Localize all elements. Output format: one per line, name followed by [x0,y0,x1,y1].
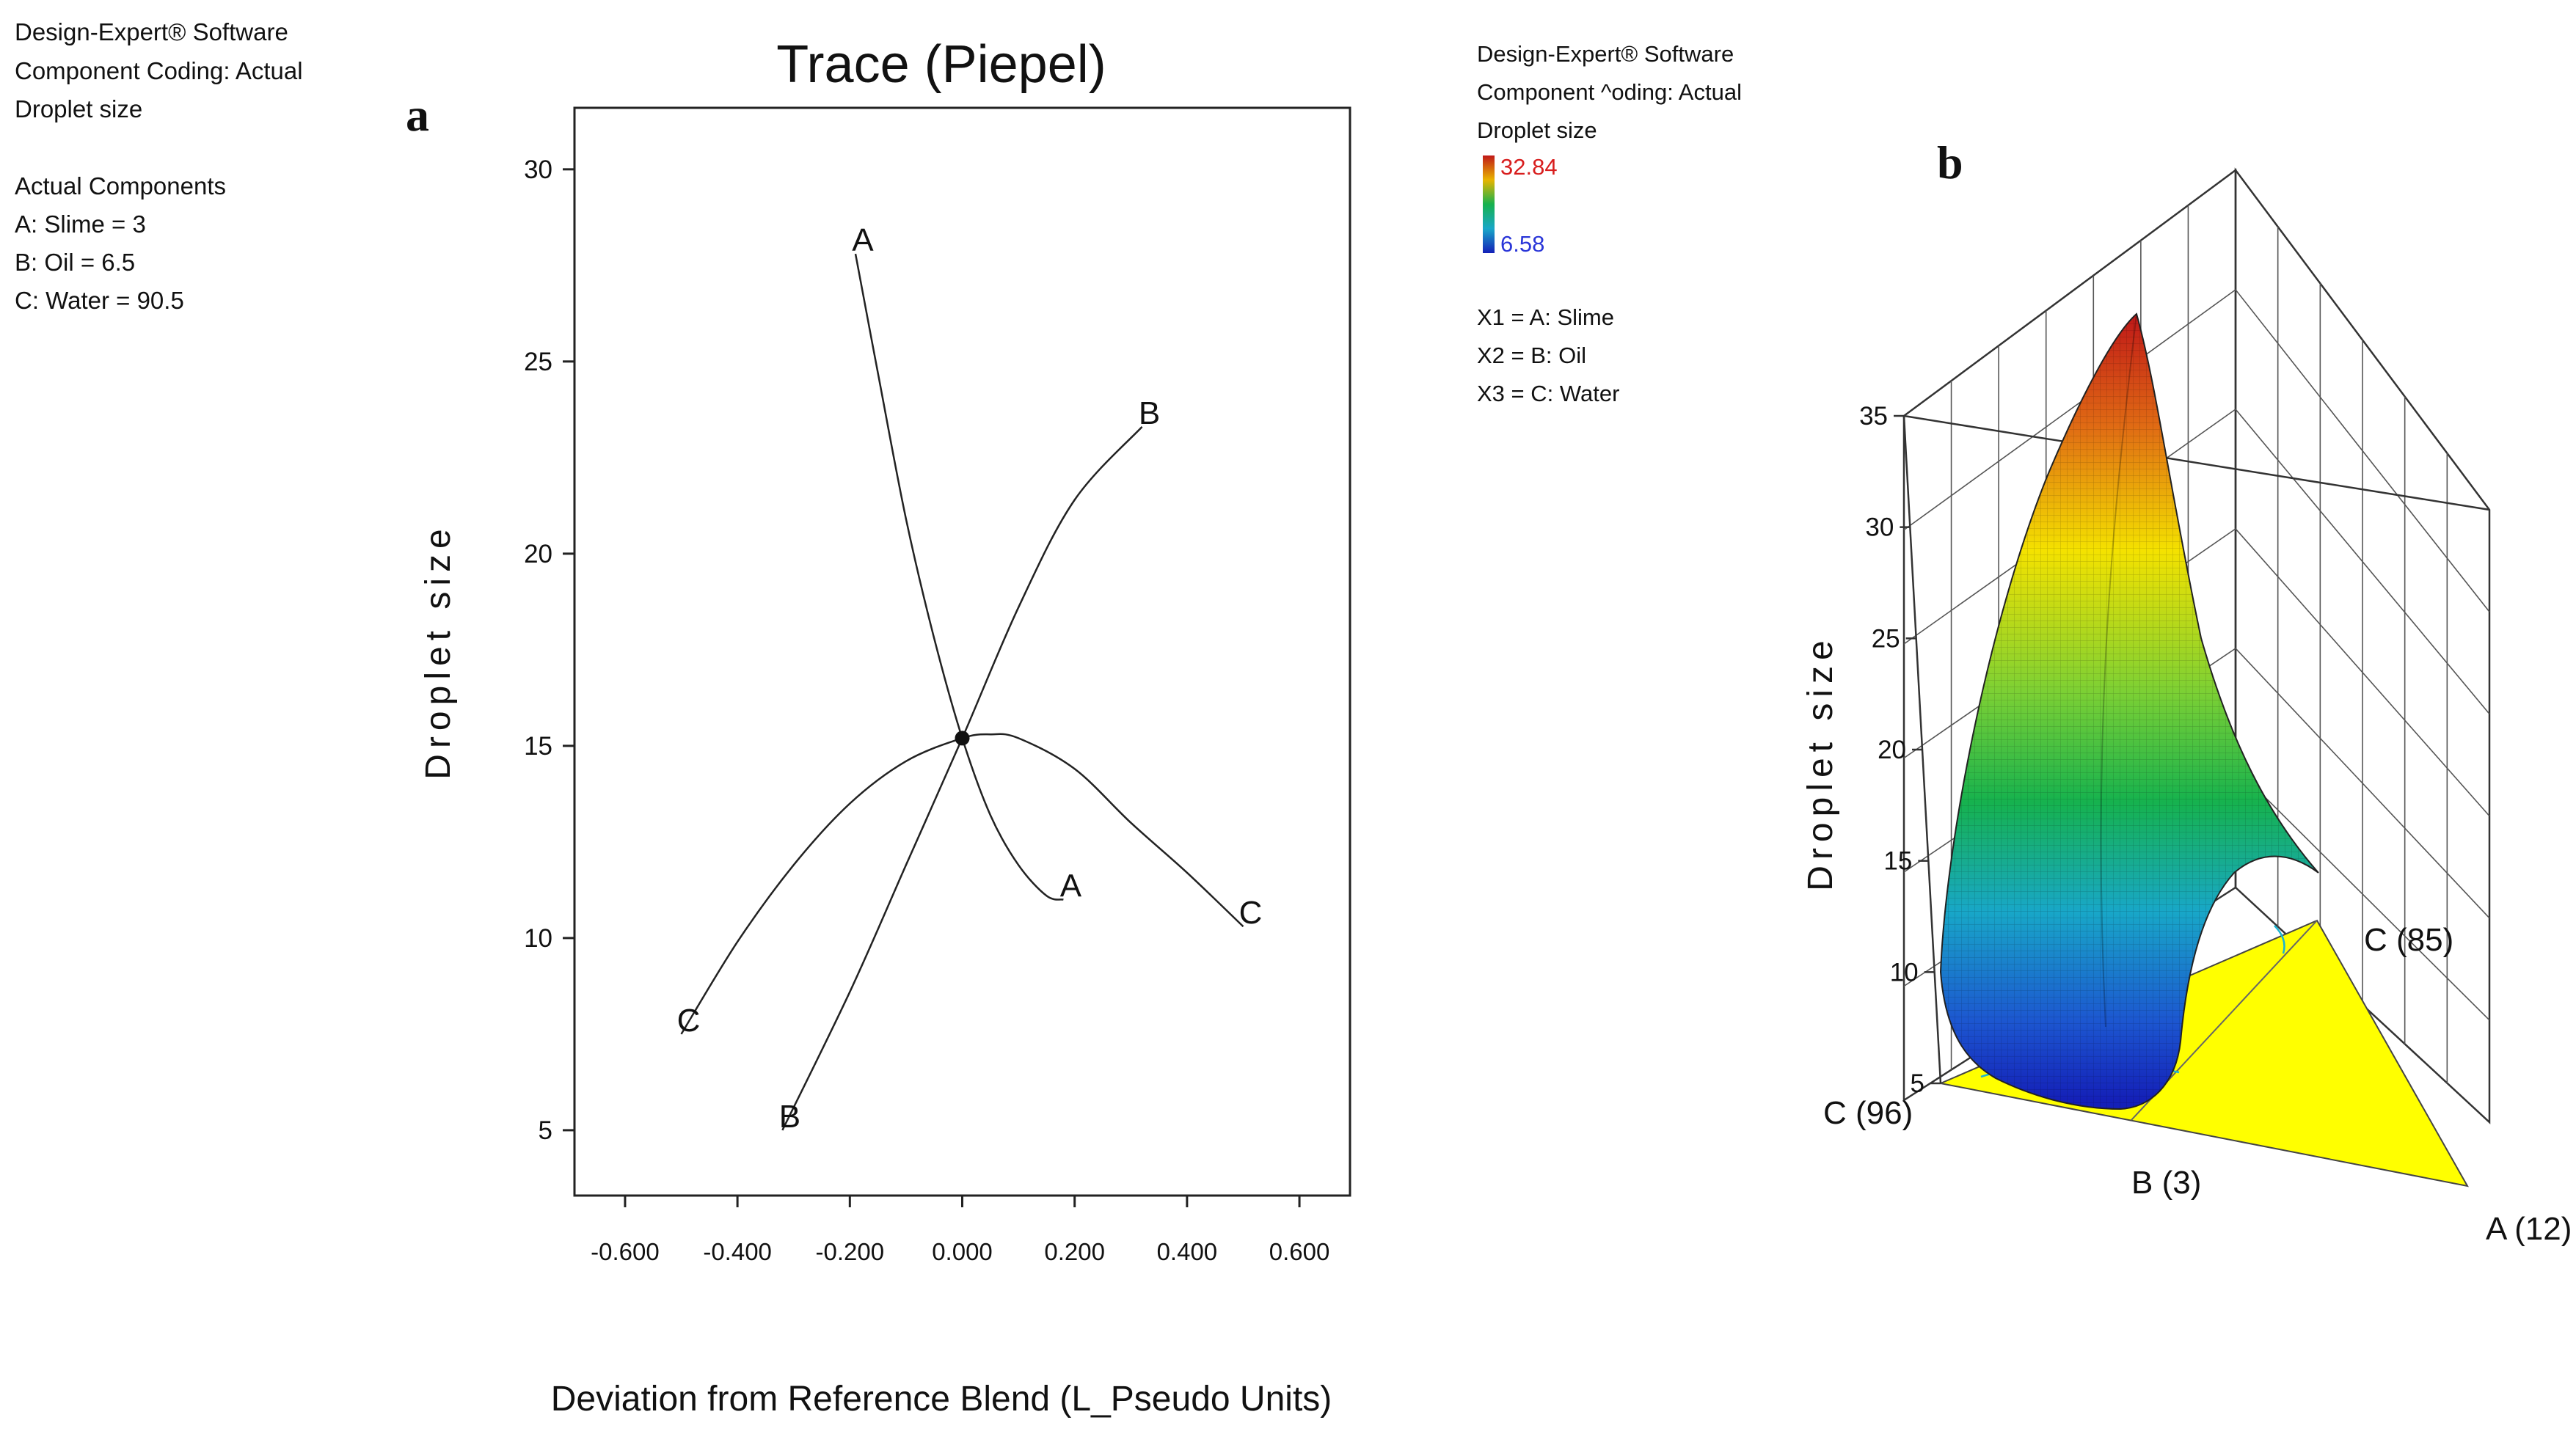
panel-label-a: a [406,89,429,141]
trace-label-a-end: A [1060,868,1082,904]
trace-label-c-end: C [1239,895,1263,931]
colorbar-min-label: 6.58 [1500,231,1544,257]
info-response: Droplet size [15,95,142,122]
wall-grid-horizontal [2235,289,2490,612]
trace-lines: A A B B C C [677,222,1263,1135]
info-components-heading: Actual Components [15,172,226,200]
wall-grid-horizontal [2235,648,2490,919]
chart-title: Trace (Piepel) [776,35,1106,94]
x-tick-label: 0.600 [1269,1238,1330,1265]
trace-line-a [854,253,1064,901]
z-tick-label: 5 [1911,1069,1924,1098]
info-component-a: A: Slime = 3 [15,211,146,238]
edge-label-b3: B (3) [2131,1165,2201,1201]
vertex-label-c85: C (85) [2364,922,2453,958]
wall-grid-horizontal [2235,409,2490,714]
surface-ridge-line [2100,313,2137,1028]
floor-contour-2 [2274,925,2285,954]
panel-a-info-block: Design-Expert® Software Component Coding… [15,18,303,314]
top-edge [1903,414,2490,511]
x-tick-label: -0.200 [816,1238,885,1265]
info-component-b: B: Oil = 6.5 [15,249,135,276]
reference-blend-point [955,731,970,746]
info-b-software: Design-Expert® Software [1477,41,1734,67]
panel-label-b: b [1937,136,1963,189]
trace-label-b-end: B [1139,395,1160,431]
vertex-label-a12: A (12) [2486,1211,2572,1247]
info-b-response: Droplet size [1477,117,1597,143]
trace-line-b [781,426,1143,1131]
z-tick-label: 25 [1872,624,1900,653]
z-tick-label: 10 [1890,958,1919,987]
x-axis-label: Deviation from Reference Blend (L_Pseudo… [551,1380,1332,1419]
z-tick-label: 15 [1883,847,1912,876]
panel-b-info-block: Design-Expert® Software Component ^oding… [1477,41,1742,406]
z-tick-label: 20 [1878,736,1906,764]
y-tick-label: 15 [524,732,552,761]
info-coding: Component Coding: Actual [15,57,303,84]
vertex-label-c96: C (96) [1823,1095,1913,1131]
info-b-coding: Component ^oding: Actual [1477,79,1742,105]
trace-label-c-start: C [677,1003,701,1039]
colorbar [1483,155,1495,253]
z-axis-ticks: 5 10 15 20 25 30 35 [1859,402,1941,1098]
x-axis-ticks: -0.600 -0.400 -0.200 0.000 0.200 0.400 0.600 [591,1196,1329,1265]
trace-label-b-start: B [779,1099,800,1135]
info-software: Design-Expert® Software [15,18,288,45]
y-tick-label: 20 [524,540,552,568]
x-tick-label: 0.400 [1157,1238,1218,1265]
y-axis-label: Droplet size [419,523,458,779]
wall-grid-horizontal [2235,767,2490,1021]
y-tick-label: 25 [524,348,552,376]
x-tick-label: -0.600 [591,1238,660,1265]
y-tick-label: 30 [524,155,552,184]
trace-line-c [680,733,1244,1035]
response-surface-mesh [1941,314,2318,1109]
z-tick-label: 35 [1859,402,1888,431]
x-tick-label: 0.200 [1044,1238,1105,1265]
info-b-variable-x2: X2 = B: Oil [1477,343,1586,368]
trace-label-a-start: A [852,222,874,258]
info-b-variable-x1: X1 = A: Slime [1477,304,1614,330]
x-tick-label: -0.400 [703,1238,772,1265]
colorbar-max-label: 32.84 [1500,154,1558,180]
info-component-c: C: Water = 90.5 [15,287,184,314]
info-b-variable-x3: X3 = C: Water [1477,381,1619,406]
y-axis-ticks: 5 10 15 20 25 30 [524,155,574,1145]
z-axis-label: Droplet size [1801,634,1840,890]
surface-3d-box: 5 10 15 20 25 30 35 Droplet size C (96) C (85)… [1801,167,2572,1247]
wall-grid-horizontal [1903,289,2236,531]
x-tick-label: 0.000 [932,1238,993,1265]
z-tick-label: 30 [1865,513,1894,542]
y-tick-label: 10 [524,924,552,953]
y-tick-label: 5 [539,1116,552,1145]
wall-grid-horizontal [2235,528,2490,817]
